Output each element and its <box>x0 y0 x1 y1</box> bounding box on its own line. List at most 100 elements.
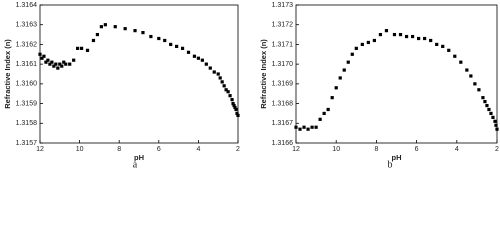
point <box>360 42 364 47</box>
plot-frame <box>39 4 239 144</box>
point <box>429 38 433 43</box>
point <box>91 38 96 43</box>
point <box>133 29 137 33</box>
point <box>398 32 403 37</box>
y-tick-label: 1.3166 <box>272 140 294 147</box>
point <box>175 44 179 48</box>
point <box>489 111 493 116</box>
point <box>208 66 212 70</box>
point <box>196 56 200 60</box>
point <box>113 25 117 29</box>
point <box>72 58 76 62</box>
y-tick-label: 1.3173 <box>272 2 294 9</box>
point <box>50 60 54 64</box>
point <box>40 56 44 60</box>
point <box>378 32 383 37</box>
point <box>483 100 487 104</box>
point <box>310 125 314 129</box>
x-tick-label: 6 <box>157 146 161 153</box>
point <box>435 42 439 47</box>
y-tick-label: 1.3164 <box>16 2 38 9</box>
point <box>318 117 322 121</box>
point <box>326 107 330 112</box>
point <box>46 58 50 62</box>
point <box>48 62 52 66</box>
x-tick-label: 2 <box>495 146 499 153</box>
y-tick-label: 1.3172 <box>272 22 294 29</box>
point <box>366 40 370 45</box>
point <box>392 32 397 37</box>
x-tick-label: 8 <box>117 146 121 153</box>
point <box>314 125 318 129</box>
x-tick-label: 8 <box>374 146 378 153</box>
point <box>342 68 346 72</box>
y-tick-label: 1.3171 <box>272 41 294 48</box>
caption: b <box>388 159 393 170</box>
x-tick-label: 10 <box>332 146 340 153</box>
point <box>298 127 302 131</box>
caption: a <box>133 159 138 170</box>
y-tick-label: 1.3169 <box>272 81 294 88</box>
y-tick-label: 1.3170 <box>272 61 294 68</box>
point <box>322 111 326 116</box>
point <box>79 46 84 50</box>
point <box>204 62 208 66</box>
point <box>330 96 334 100</box>
point <box>141 31 145 35</box>
point <box>459 60 463 64</box>
point <box>38 52 42 56</box>
point <box>169 42 173 47</box>
point <box>220 80 224 84</box>
y-tick-label: 1.3167 <box>272 120 294 127</box>
point <box>477 88 481 92</box>
point <box>417 36 421 41</box>
point <box>95 32 100 37</box>
point <box>224 88 228 92</box>
point <box>354 46 358 50</box>
point <box>54 62 58 66</box>
point <box>236 113 240 117</box>
point <box>338 76 342 80</box>
y-tick-label: 1.3161 <box>16 61 38 68</box>
x-tick-label: 4 <box>196 146 200 153</box>
figure: 1.3157 1.3158 1.3159 1.3160 1.3161 1.3162 1.31… <box>3 2 499 170</box>
y-tick-label: 1.3157 <box>16 140 38 147</box>
point <box>216 72 220 76</box>
point <box>200 58 204 62</box>
x-tick-label: 6 <box>415 146 419 153</box>
y-tick-label: 1.3162 <box>16 41 38 48</box>
point <box>186 50 191 54</box>
point <box>64 62 68 66</box>
y-axis-label: Refractive Index (n) <box>3 39 12 109</box>
x-tick-label: 2 <box>236 146 240 153</box>
point <box>56 66 60 70</box>
point <box>226 90 230 94</box>
point <box>123 27 127 31</box>
plot-frame <box>295 4 498 144</box>
y-tick-label: 1.3160 <box>16 81 38 88</box>
point <box>230 98 234 102</box>
point <box>42 54 46 58</box>
point <box>493 119 497 123</box>
point <box>404 34 409 39</box>
point <box>487 107 491 112</box>
x-axis-label: pH <box>392 153 402 162</box>
point <box>44 60 48 64</box>
point <box>469 74 473 78</box>
point <box>495 127 499 131</box>
x-axis-label: pH <box>134 153 144 162</box>
point <box>157 36 161 41</box>
point <box>234 107 238 112</box>
x-tick-label: 4 <box>455 146 459 153</box>
point <box>481 96 485 100</box>
point <box>212 70 216 74</box>
point <box>441 44 445 48</box>
point <box>485 103 489 108</box>
point <box>222 84 226 88</box>
point <box>85 48 90 52</box>
y-tick-label: 1.3159 <box>16 100 38 107</box>
point <box>99 25 103 29</box>
point <box>180 46 185 50</box>
point <box>350 52 354 56</box>
point <box>103 23 107 27</box>
